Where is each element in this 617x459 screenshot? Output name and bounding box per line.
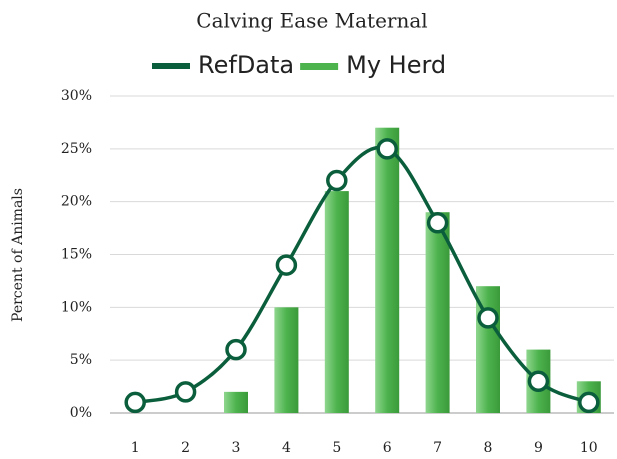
marker (174, 381, 197, 403)
x-tick-label: 9 (534, 440, 543, 456)
x-tick-label: 10 (580, 440, 598, 456)
line (134, 145, 590, 405)
marker (275, 254, 298, 276)
marker (527, 370, 550, 393)
x-tick-label: 3 (232, 440, 241, 456)
bar (375, 127, 400, 413)
y-tick-label: 25% (61, 141, 92, 157)
bar (224, 391, 248, 413)
y-axis-label: Percent of Animals (10, 188, 26, 322)
x-tick-label: 1 (131, 440, 140, 456)
marker (326, 169, 348, 192)
x-tick-label: 5 (332, 440, 341, 456)
y-tick-label: 0% (70, 405, 92, 421)
bar (274, 307, 299, 413)
bar (324, 191, 349, 413)
legend-label: My Herd (346, 51, 446, 79)
marker (225, 338, 247, 361)
marker (376, 138, 398, 160)
marker (477, 307, 499, 329)
y-tick-label: 30% (61, 88, 92, 104)
x-tick-label: 6 (383, 440, 392, 456)
x-tick-label: 2 (181, 440, 190, 456)
y-tick-label: 15% (61, 247, 92, 263)
marker (578, 391, 600, 414)
legend-label: RefData (198, 51, 294, 79)
marker (426, 212, 449, 234)
bar (425, 212, 450, 413)
marker (124, 391, 146, 414)
chart-title: Calving Ease Maternal (196, 9, 427, 33)
x-tick-label: 8 (484, 440, 493, 456)
x-tick-label: 4 (282, 440, 291, 456)
legend-swatch (300, 63, 339, 70)
y-tick-label: 5% (70, 352, 92, 368)
y-tick-label: 10% (61, 299, 92, 315)
x-tick-label: 7 (433, 440, 442, 456)
y-tick-label: 20% (61, 194, 92, 210)
